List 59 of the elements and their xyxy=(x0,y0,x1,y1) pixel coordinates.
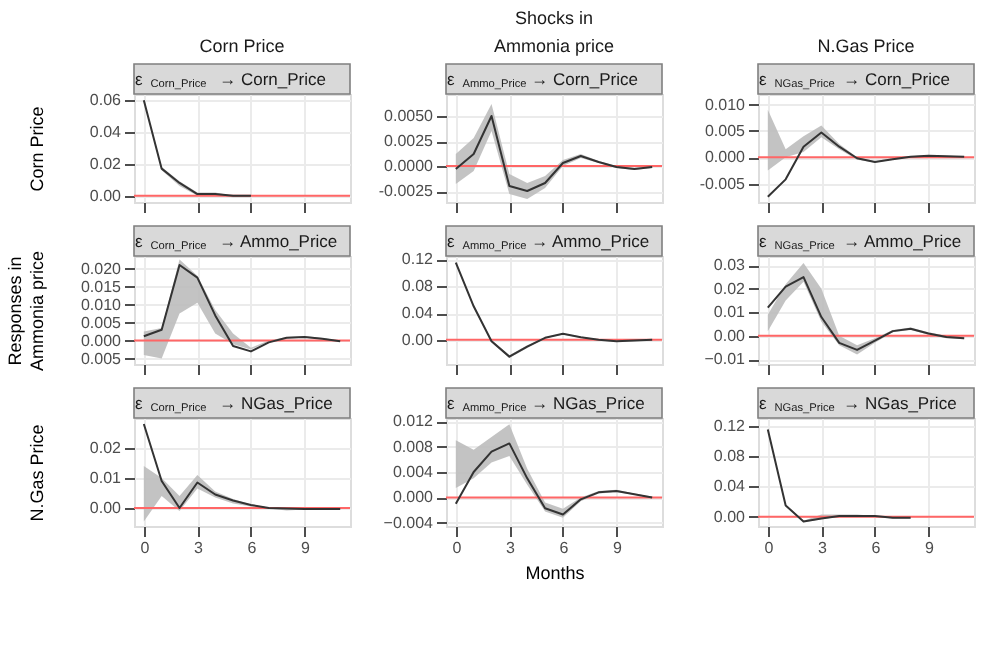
y-tick-label: 0.0050 xyxy=(384,107,435,125)
y-tick-label: 0.004 xyxy=(392,463,435,481)
x-tick-label: 6 xyxy=(871,539,882,557)
x-tick-label: 9 xyxy=(925,539,936,557)
y-tick-label: 0.000 xyxy=(80,331,123,350)
y-tick-label: −0.004 xyxy=(383,513,435,532)
chart-title: Ammonia price xyxy=(493,36,615,56)
y-tick-label: 0.000 xyxy=(392,488,435,507)
y-tick-label: 0.00 xyxy=(401,330,435,349)
y-tick-label: 0.005 xyxy=(80,349,123,368)
y-tick-label: 0.0000 xyxy=(384,157,435,175)
y-tick-label: 0.020 xyxy=(80,259,123,278)
y-tick-label: 0.01 xyxy=(713,303,747,322)
y-axis-title: N.Gas Price xyxy=(27,424,47,522)
y-tick-label: 0.00 xyxy=(89,499,123,517)
y-tick-label: 0.01 xyxy=(89,469,123,487)
chart-title: Corn Price xyxy=(199,36,285,56)
x-tick-label: 6 xyxy=(559,539,570,557)
chart-title: N.Gas Price xyxy=(817,36,915,56)
y-tick-label: 0.02 xyxy=(89,154,123,173)
y-tick-label: 0.005 xyxy=(704,121,747,140)
y-tick-label: 0.015 xyxy=(80,277,123,296)
y-tick-label: 0.04 xyxy=(713,477,747,496)
x-tick-label: 0 xyxy=(140,539,151,557)
y-tick-label: 0.04 xyxy=(401,304,435,323)
y-tick-label: 0.008 xyxy=(392,437,435,456)
x-tick-label: 0 xyxy=(764,539,775,557)
y-tick-label: 0.010 xyxy=(704,95,747,114)
y-tick-label: 0.03 xyxy=(713,256,747,275)
x-tick-label: 9 xyxy=(613,539,624,557)
y-tick-label: 0.02 xyxy=(89,439,123,457)
y-tick-label: −0.01 xyxy=(704,350,747,369)
y-tick-label: 0.010 xyxy=(80,295,123,314)
y-tick-label: 0.02 xyxy=(713,279,747,298)
y-tick-label: 0.08 xyxy=(713,447,747,466)
x-tick-label: 3 xyxy=(193,539,204,557)
y-axis-title: Responses in Ammonia price xyxy=(5,250,47,372)
y-tick-label: 0.00 xyxy=(713,507,747,526)
y-tick-label: 0.00 xyxy=(89,186,123,205)
y-tick-label: 0.012 xyxy=(392,412,435,431)
x-tick-label: 9 xyxy=(301,539,312,557)
y-tick-label: 0.005 xyxy=(80,313,123,332)
y-tick-label: 0.12 xyxy=(713,416,747,435)
x-tick-label: 3 xyxy=(505,539,516,557)
x-axis-title: Months xyxy=(525,563,586,583)
y-tick-label: -0.005 xyxy=(699,174,747,193)
x-tick-label: 0 xyxy=(452,539,463,557)
y-tick-label: 0.06 xyxy=(89,91,123,110)
text: Shocks in xyxy=(514,8,594,28)
y-tick-label: 0.00 xyxy=(713,326,747,345)
y-axis-title: Corn Price xyxy=(27,106,47,192)
y-tick-label: 0.12 xyxy=(401,250,435,269)
y-tick-label: 0.0025 xyxy=(384,132,435,150)
y-tick-label: 0.000 xyxy=(704,148,747,167)
y-tick-label: -0.0025 xyxy=(378,182,435,200)
x-tick-label: 6 xyxy=(247,539,258,557)
y-tick-label: 0.08 xyxy=(401,277,435,296)
y-tick-label: 0.04 xyxy=(89,123,123,142)
x-tick-label: 3 xyxy=(817,539,828,557)
